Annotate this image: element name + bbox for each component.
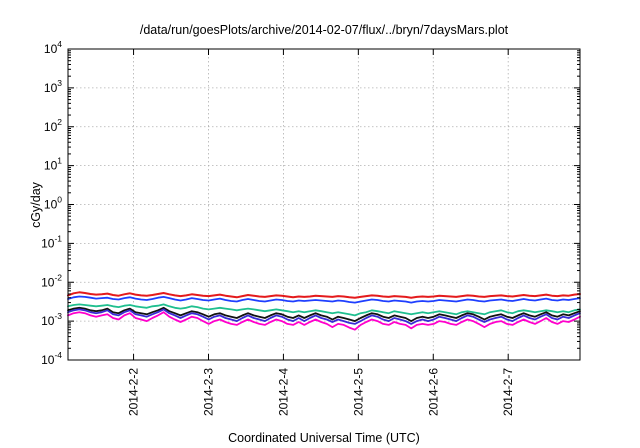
x-axis-label: Coordinated Universal Time (UTC) [228, 431, 420, 445]
axis-ticks [68, 48, 580, 361]
series-line-5 [67, 308, 581, 325]
y-tick-label: 10-4 [41, 350, 62, 367]
x-tick-label: 2014-2-3 [201, 368, 215, 416]
y-tick-label: 101 [44, 156, 62, 173]
x-tick-label: 2014-2-4 [276, 368, 290, 416]
y-tick-label: 102 [44, 117, 62, 134]
y-tick-labels: 10-4 10-3 10-2 10-1 100 101 102 103 104 [41, 39, 62, 367]
series-line-2 [67, 295, 581, 304]
series-line-1 [67, 291, 581, 299]
y-tick-label: 10-2 [41, 272, 62, 289]
y-tick-label: 10-1 [41, 233, 62, 250]
chart-title: /data/run/goesPlots/archive/2014-02-07/f… [140, 23, 509, 37]
y-tick-label: 10-3 [41, 311, 62, 328]
x-tick-label: 2014-2-6 [426, 368, 440, 416]
x-tick-label: 2014-2-7 [501, 368, 515, 416]
series-line-4 [67, 306, 581, 322]
x-tick-label: 2014-2-5 [351, 368, 365, 416]
y-tick-label: 104 [44, 39, 62, 56]
y-tick-label: 100 [44, 195, 62, 212]
grid [68, 49, 580, 360]
x-tick-labels: 2014-2-2 2014-2-3 2014-2-4 2014-2-5 2014-2-6… [127, 368, 516, 416]
y-tick-label: 103 [44, 78, 62, 95]
x-tick-label: 2014-2-2 [127, 368, 141, 416]
series-line-6 [67, 311, 581, 331]
series-layer [67, 291, 581, 331]
y-axis-label: cGy/day [29, 181, 43, 228]
series-line-3 [67, 303, 581, 317]
